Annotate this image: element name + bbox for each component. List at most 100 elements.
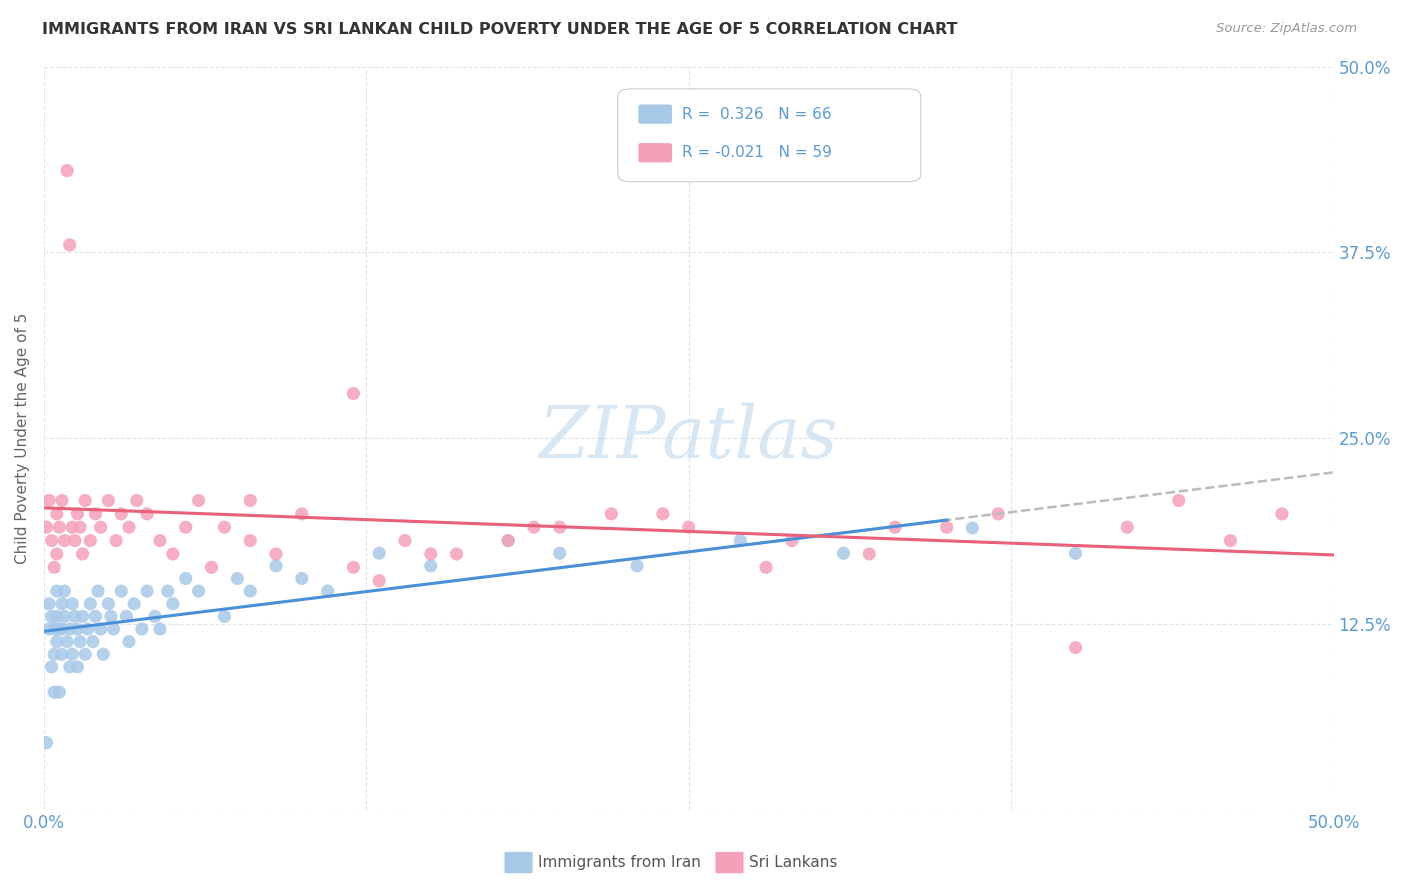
- Point: [316, 584, 339, 599]
- Point: [66, 507, 89, 521]
- Point: [35, 736, 58, 750]
- Point: [90, 622, 112, 636]
- Point: [136, 507, 159, 521]
- Point: [51, 647, 73, 661]
- Point: [48, 622, 70, 636]
- Point: [41, 660, 63, 674]
- Point: [60, 647, 83, 661]
- Point: [56, 163, 79, 178]
- Point: [53, 533, 76, 548]
- Point: [832, 546, 855, 560]
- Point: [48, 520, 70, 534]
- Point: [51, 493, 73, 508]
- Text: IMMIGRANTS FROM IRAN VS SRI LANKAN CHILD POVERTY UNDER THE AGE OF 5 CORRELATION : IMMIGRANTS FROM IRAN VS SRI LANKAN CHILD…: [42, 22, 957, 37]
- Point: [118, 634, 141, 648]
- Point: [56, 634, 79, 648]
- Point: [987, 507, 1010, 521]
- Point: [75, 493, 97, 508]
- Point: [264, 547, 287, 561]
- Point: [38, 622, 60, 636]
- Text: ZIPatlas: ZIPatlas: [538, 403, 838, 474]
- Text: R =  0.326   N = 66: R = 0.326 N = 66: [682, 107, 832, 121]
- Point: [44, 647, 66, 661]
- Point: [136, 584, 159, 599]
- Point: [496, 533, 519, 548]
- Point: [97, 493, 120, 508]
- Point: [84, 609, 107, 624]
- Point: [41, 533, 63, 548]
- Point: [103, 622, 125, 636]
- Point: [45, 609, 67, 624]
- Point: [53, 609, 76, 624]
- Point: [755, 560, 778, 574]
- Point: [1271, 507, 1294, 521]
- Point: [143, 609, 166, 624]
- Point: [651, 507, 673, 521]
- Point: [419, 547, 441, 561]
- Point: [626, 558, 648, 573]
- Point: [84, 507, 107, 521]
- Point: [44, 685, 66, 699]
- Point: [858, 547, 880, 561]
- Point: [110, 507, 132, 521]
- Point: [69, 520, 91, 534]
- FancyBboxPatch shape: [638, 143, 672, 162]
- Point: [523, 520, 546, 534]
- Point: [79, 533, 101, 548]
- Point: [45, 547, 67, 561]
- Point: [419, 558, 441, 573]
- Point: [291, 507, 314, 521]
- Point: [214, 520, 236, 534]
- Point: [59, 660, 82, 674]
- Point: [45, 507, 67, 521]
- Point: [72, 547, 94, 561]
- Point: [446, 547, 468, 561]
- Point: [149, 622, 172, 636]
- Point: [600, 507, 623, 521]
- Point: [342, 386, 364, 401]
- Point: [226, 572, 249, 586]
- Point: [60, 597, 83, 611]
- Point: [90, 520, 112, 534]
- Point: [60, 520, 83, 534]
- Point: [87, 584, 110, 599]
- Point: [1116, 520, 1139, 534]
- Point: [156, 584, 179, 599]
- Point: [51, 597, 73, 611]
- Point: [100, 609, 122, 624]
- Point: [115, 609, 138, 624]
- Point: [59, 622, 82, 636]
- Point: [69, 634, 91, 648]
- Text: R = -0.021   N = 59: R = -0.021 N = 59: [682, 145, 832, 161]
- Point: [1064, 546, 1087, 560]
- Point: [548, 520, 571, 534]
- Point: [394, 533, 416, 548]
- Point: [214, 609, 236, 624]
- Point: [149, 533, 172, 548]
- Point: [884, 520, 907, 534]
- Point: [48, 685, 70, 699]
- Point: [1219, 533, 1241, 548]
- Point: [79, 597, 101, 611]
- Point: [45, 584, 67, 599]
- Point: [76, 622, 98, 636]
- Point: [105, 533, 128, 548]
- Point: [187, 493, 209, 508]
- Point: [678, 520, 700, 534]
- Point: [59, 238, 82, 252]
- Point: [44, 622, 66, 636]
- Point: [75, 647, 97, 661]
- Point: [66, 660, 89, 674]
- Point: [162, 597, 184, 611]
- Point: [239, 584, 262, 599]
- Point: [200, 560, 222, 574]
- Point: [97, 597, 120, 611]
- Point: [66, 622, 89, 636]
- Point: [368, 546, 391, 560]
- Point: [125, 493, 148, 508]
- Point: [496, 533, 519, 548]
- Point: [174, 520, 197, 534]
- Point: [63, 609, 86, 624]
- Point: [53, 584, 76, 599]
- Point: [368, 574, 391, 588]
